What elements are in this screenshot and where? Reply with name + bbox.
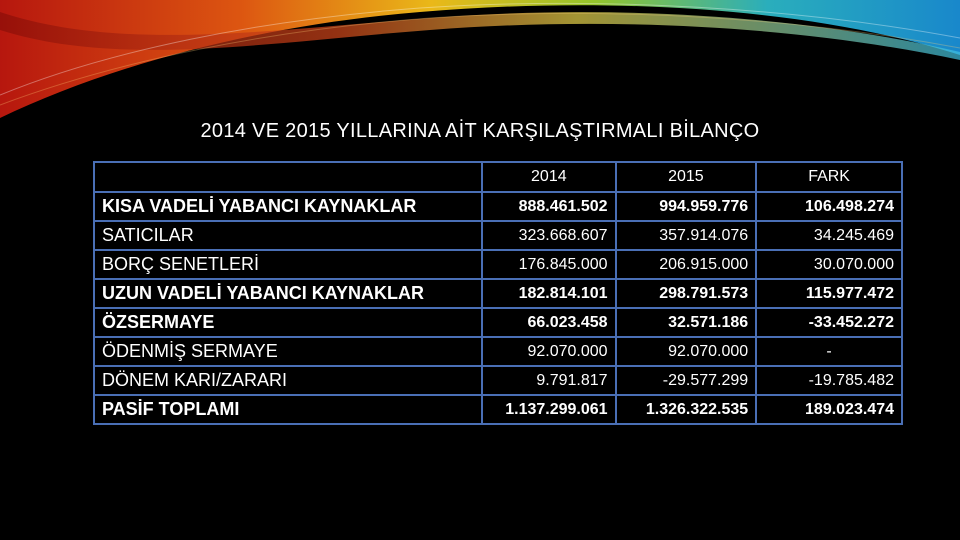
row-value-2015: 206.915.000 <box>614 249 758 280</box>
table-header-row: 2014 2015 FARK <box>92 161 903 193</box>
balance-table: 2014 2015 FARK KISA VADELİ YABANCI KAYNA… <box>92 161 903 425</box>
row-value-2015: 92.070.000 <box>614 336 758 367</box>
table-row: KISA VADELİ YABANCI KAYNAKLAR 888.461.50… <box>92 191 903 222</box>
row-value-fark: 34.245.469 <box>755 220 903 251</box>
row-value-2015: 298.791.573 <box>614 278 758 309</box>
table-row: UZUN VADELİ YABANCI KAYNAKLAR 182.814.10… <box>92 278 903 309</box>
row-value-fark: 106.498.274 <box>755 191 903 222</box>
row-label: DÖNEM KARI/ZARARI <box>92 365 484 396</box>
row-value-fark: 115.977.472 <box>755 278 903 309</box>
row-value-2015: 32.571.186 <box>614 307 758 338</box>
row-label: UZUN VADELİ YABANCI KAYNAKLAR <box>92 278 484 309</box>
table-row: DÖNEM KARI/ZARARI 9.791.817 -29.577.299 … <box>92 365 903 396</box>
header-cell-2014: 2014 <box>481 161 617 193</box>
header-cell-label <box>92 161 484 193</box>
header-cell-fark: FARK <box>755 161 903 193</box>
row-value-fark: - <box>755 336 903 367</box>
header-cell-2015: 2015 <box>614 161 758 193</box>
row-value-fark: -19.785.482 <box>755 365 903 396</box>
row-label: ÖZSERMAYE <box>92 307 484 338</box>
row-value-2015: 994.959.776 <box>614 191 758 222</box>
row-label: ÖDENMİŞ SERMAYE <box>92 336 484 367</box>
row-value-2014: 182.814.101 <box>481 278 617 309</box>
row-value-2014: 66.023.458 <box>481 307 617 338</box>
row-value-2014: 888.461.502 <box>481 191 617 222</box>
table-row: BORÇ SENETLERİ 176.845.000 206.915.000 3… <box>92 249 903 280</box>
row-value-fark: 30.070.000 <box>755 249 903 280</box>
row-value-fark: 189.023.474 <box>755 394 903 425</box>
table-row: ÖZSERMAYE 66.023.458 32.571.186 -33.452.… <box>92 307 903 338</box>
table-row: ÖDENMİŞ SERMAYE 92.070.000 92.070.000 - <box>92 336 903 367</box>
decorative-swoosh <box>0 0 960 118</box>
row-label: BORÇ SENETLERİ <box>92 249 484 280</box>
row-value-2015: 1.326.322.535 <box>614 394 758 425</box>
row-label: KISA VADELİ YABANCI KAYNAKLAR <box>92 191 484 222</box>
row-label: SATICILAR <box>92 220 484 251</box>
row-value-2015: 357.914.076 <box>614 220 758 251</box>
row-value-2014: 9.791.817 <box>481 365 617 396</box>
row-value-fark: -33.452.272 <box>755 307 903 338</box>
row-value-2014: 1.137.299.061 <box>481 394 617 425</box>
row-label: PASİF TOPLAMI <box>92 394 484 425</box>
table-total-row: PASİF TOPLAMI 1.137.299.061 1.326.322.53… <box>92 394 903 425</box>
row-value-2014: 176.845.000 <box>481 249 617 280</box>
row-value-2014: 92.070.000 <box>481 336 617 367</box>
row-value-2014: 323.668.607 <box>481 220 617 251</box>
row-value-2015: -29.577.299 <box>614 365 758 396</box>
slide-title: 2014 VE 2015 YILLARINA AİT KARŞILAŞTIRMA… <box>200 120 760 142</box>
table-row: SATICILAR 323.668.607 357.914.076 34.245… <box>92 220 903 251</box>
